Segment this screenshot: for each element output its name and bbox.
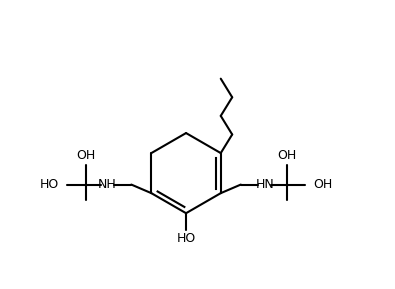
Text: HO: HO: [177, 232, 196, 245]
Text: OH: OH: [277, 149, 296, 162]
Text: HO: HO: [40, 178, 59, 191]
Text: OH: OH: [313, 178, 333, 191]
Text: HN: HN: [256, 178, 275, 191]
Text: NH: NH: [98, 178, 117, 191]
Text: OH: OH: [76, 149, 95, 162]
